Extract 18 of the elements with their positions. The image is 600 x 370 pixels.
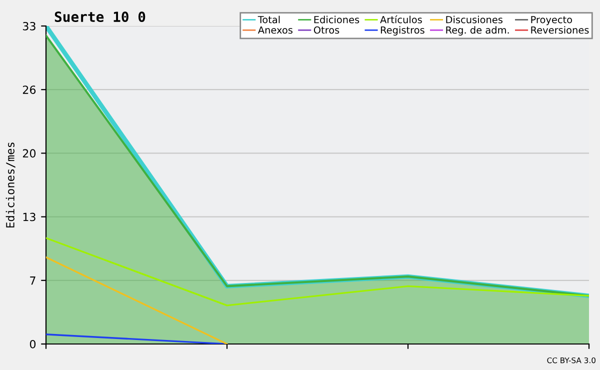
legend-label: Reversiones bbox=[531, 26, 589, 34]
legend-label: Proyecto bbox=[531, 16, 572, 26]
legend-label: Anexos bbox=[258, 26, 292, 34]
chart-title: Suerte 10 0 bbox=[54, 12, 146, 22]
y-axis-title: Ediciones/mes bbox=[6, 142, 16, 228]
legend-label: Otros bbox=[314, 26, 340, 34]
legend-label: Artículos bbox=[380, 15, 422, 24]
y-tick-label: 13 bbox=[23, 212, 36, 222]
y-tick-label: 7 bbox=[30, 276, 36, 285]
legend-label: Ediciones bbox=[314, 16, 360, 24]
legend-label: Discusiones bbox=[446, 16, 502, 24]
legend-label: Registros bbox=[380, 26, 424, 36]
y-tick-label: 26 bbox=[22, 86, 36, 94]
y-tick-label: 20 bbox=[22, 149, 36, 158]
legend-label: Reg. de adm. bbox=[446, 26, 509, 36]
legend-label: Total bbox=[258, 16, 280, 24]
y-tick-label: 0 bbox=[30, 340, 36, 348]
y-tick-label: 33 bbox=[22, 22, 36, 30]
